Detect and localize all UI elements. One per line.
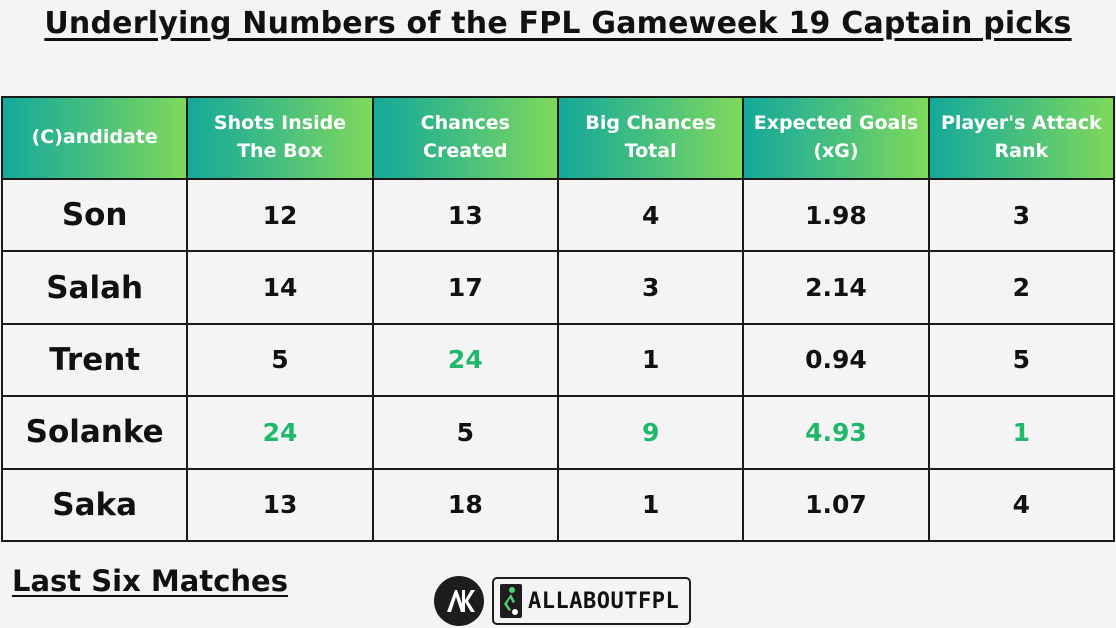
table-row: Saka 13 18 1 1.07 4 [0, 467, 1116, 543]
captain-stats-table: (C)andidate Shots Inside The Box Chances… [0, 96, 1116, 543]
big-chances-cell: 4 [556, 177, 745, 253]
chances-created-cell: 18 [371, 467, 559, 543]
table-row: Salah 14 17 3 2.14 2 [0, 250, 1116, 325]
big-chances-cell: 1 [556, 467, 745, 543]
player-name: Saka [0, 467, 189, 543]
shots-inside-box-cell: 13 [186, 467, 374, 543]
header-big-chances: Big Chances Total [556, 96, 745, 180]
player-figure-icon [500, 584, 522, 618]
table-row: Solanke 24 5 9 4.93 1 [0, 395, 1116, 470]
table-header-row: (C)andidate Shots Inside The Box Chances… [0, 96, 1116, 180]
allaboutfpl-wordmark: ALLABOUTFPL [492, 577, 692, 625]
attack-rank-cell: 3 [927, 177, 1116, 253]
header-attack-rank: Player's Attack Rank [927, 96, 1116, 180]
header-shots-inside-box: Shots Inside The Box [186, 96, 374, 180]
table-row: Son 12 13 4 1.98 3 [0, 177, 1116, 253]
chances-created-cell: 5 [371, 395, 559, 470]
xg-cell: 2.14 [742, 250, 930, 325]
footer-note: Last Six Matches [12, 564, 288, 598]
shots-inside-box-cell: 24 [186, 395, 374, 470]
xg-cell: 1.07 [742, 467, 930, 543]
player-name: Trent [0, 322, 189, 398]
shots-inside-box-cell: 12 [186, 177, 374, 253]
header-candidate: (C)andidate [0, 96, 189, 180]
shots-inside-box-cell: 14 [186, 250, 374, 325]
attack-rank-cell: 4 [927, 467, 1116, 543]
big-chances-cell: 3 [556, 250, 745, 325]
player-name: Son [0, 177, 189, 253]
brand-logo: ALLABOUTFPL [434, 576, 692, 626]
chances-created-cell: 13 [371, 177, 559, 253]
player-name: Solanke [0, 395, 189, 470]
chances-created-cell: 24 [371, 322, 559, 398]
chances-created-cell: 17 [371, 250, 559, 325]
xg-cell: 1.98 [742, 177, 930, 253]
big-chances-cell: 9 [556, 395, 745, 470]
player-name: Salah [0, 250, 189, 325]
attack-rank-cell: 2 [927, 250, 1116, 325]
ak-circle-logo-icon [434, 576, 484, 626]
attack-rank-cell: 1 [927, 395, 1116, 470]
header-expected-goals: Expected Goals (xG) [742, 96, 930, 180]
big-chances-cell: 1 [556, 322, 745, 398]
logo-text: ALLABOUTFPL [528, 588, 680, 614]
xg-cell: 0.94 [742, 322, 930, 398]
table-row: Trent 5 24 1 0.94 5 [0, 322, 1116, 398]
xg-cell: 4.93 [742, 395, 930, 470]
attack-rank-cell: 5 [927, 322, 1116, 398]
header-chances-created: Chances Created [371, 96, 559, 180]
page-title: Underlying Numbers of the FPL Gameweek 1… [44, 6, 1072, 41]
shots-inside-box-cell: 5 [186, 322, 374, 398]
